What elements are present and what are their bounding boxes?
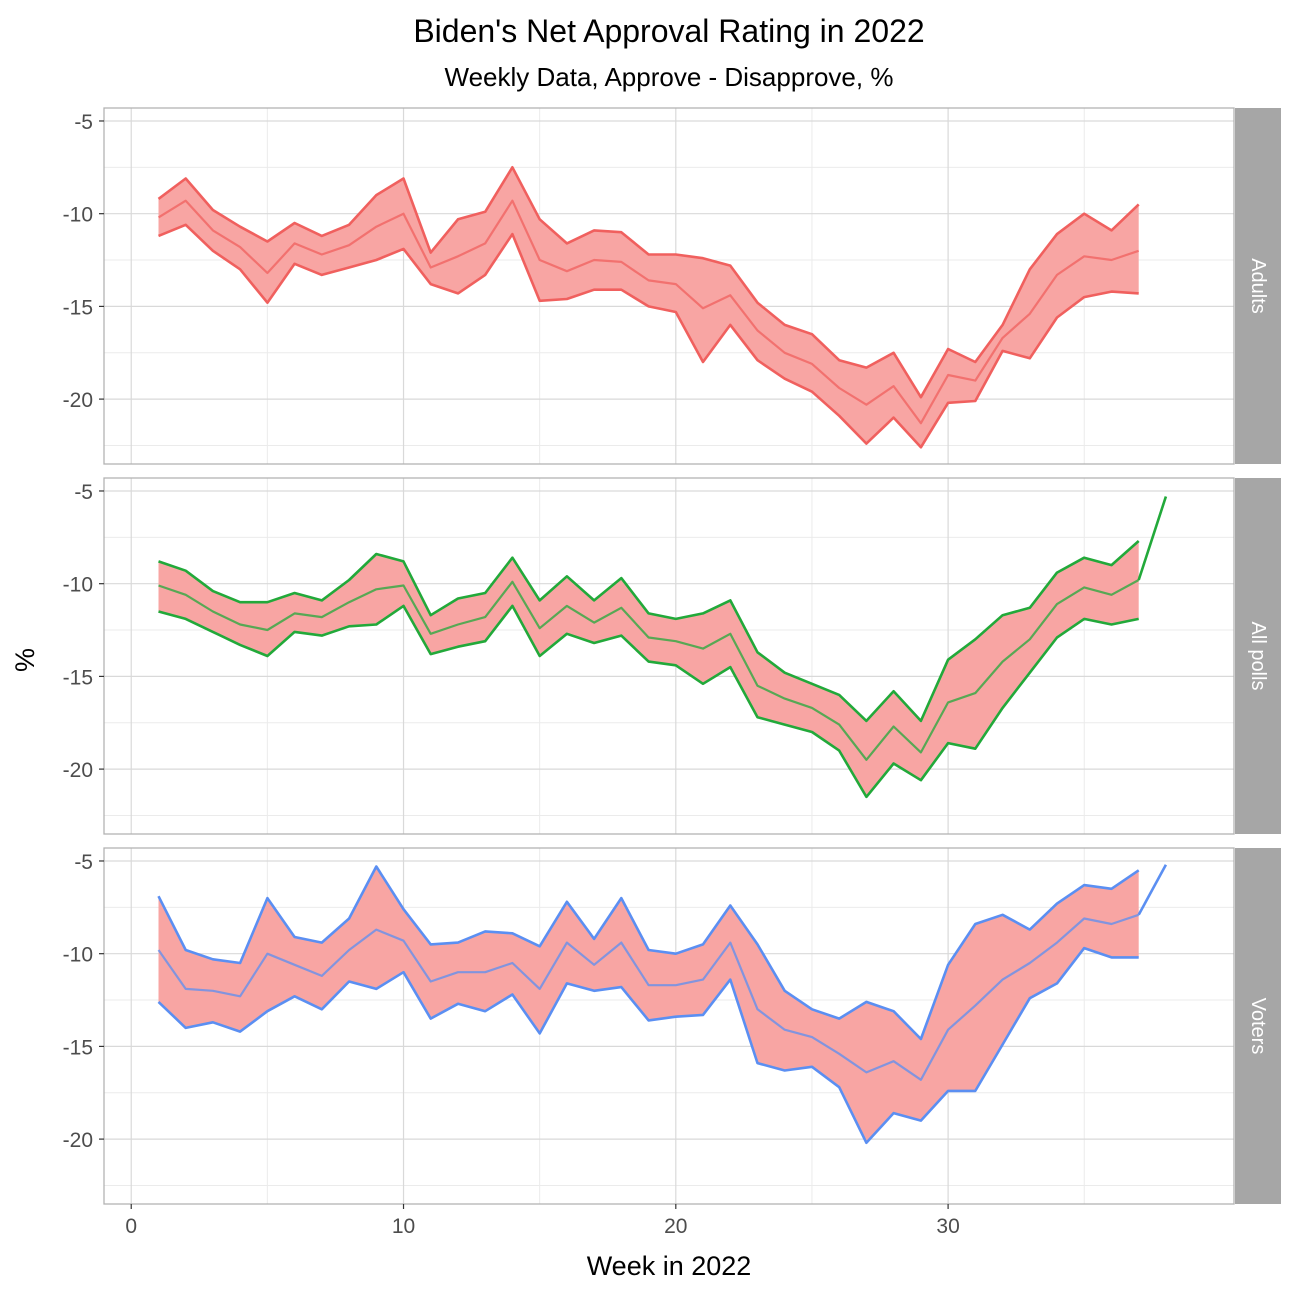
facet-strip-label: All polls: [1247, 622, 1269, 691]
facet-panel-0: -5 -10 -15 -20 Adults: [63, 107, 1281, 465]
x-tick-label: 20: [664, 1215, 687, 1238]
y-tick-label: -20: [63, 389, 93, 412]
facet-strip: [1235, 478, 1281, 834]
chart-subtitle: Weekly Data, Approve - Disapprove, %: [445, 62, 894, 92]
facet-strip: [1235, 848, 1281, 1204]
panel-border: [103, 107, 1235, 465]
upper-line: [157, 166, 1140, 399]
facet-strip: [1235, 108, 1281, 464]
y-tick-label: -15: [63, 666, 93, 689]
upper-line: [157, 865, 1140, 1041]
panel-border: [103, 847, 1235, 1205]
y-tick-label: -20: [63, 1129, 93, 1152]
facet-strip-label: Adults: [1247, 258, 1269, 314]
x-tick-label: 10: [392, 1215, 415, 1238]
mid-line: [157, 913, 1140, 1081]
x-tick-label: 0: [125, 1215, 137, 1238]
mid-line: [158, 579, 1140, 761]
panel-border: [103, 477, 1235, 835]
extension-line: [1137, 864, 1168, 916]
ribbon-band: [158, 167, 1139, 448]
lower-line: [158, 223, 1139, 449]
y-tick-label: -15: [63, 296, 93, 319]
facet-panel-2: -5 -10 -15 -20 Voters: [63, 847, 1281, 1205]
lower-line: [158, 604, 1139, 799]
y-tick-label: -5: [74, 851, 93, 874]
ribbon-band: [158, 866, 1139, 1143]
lower-line: [157, 946, 1139, 1145]
facet-strip-label: Voters: [1247, 998, 1269, 1055]
x-tick-label: 30: [936, 1215, 959, 1238]
y-tick-label: -10: [63, 574, 93, 597]
y-tick-label: -20: [63, 759, 93, 782]
y-tick-label: -5: [74, 481, 93, 504]
y-tick-label: -10: [63, 944, 93, 967]
y-axis-title: %: [10, 648, 40, 672]
y-tick-label: -15: [63, 1036, 93, 1059]
y-tick-label: -5: [74, 111, 93, 134]
chart-title: Biden's Net Approval Rating in 2022: [413, 13, 924, 49]
facet-panel-1: -5 -10 -15 -20 All polls: [63, 477, 1281, 835]
upper-line: [158, 540, 1140, 723]
extension-line: [1137, 496, 1168, 581]
y-tick-label: -10: [63, 204, 93, 227]
mid-line: [157, 199, 1140, 425]
x-axis-title: Week in 2022: [587, 1251, 752, 1281]
x-axis: 0 10 20 30: [125, 1204, 960, 1238]
